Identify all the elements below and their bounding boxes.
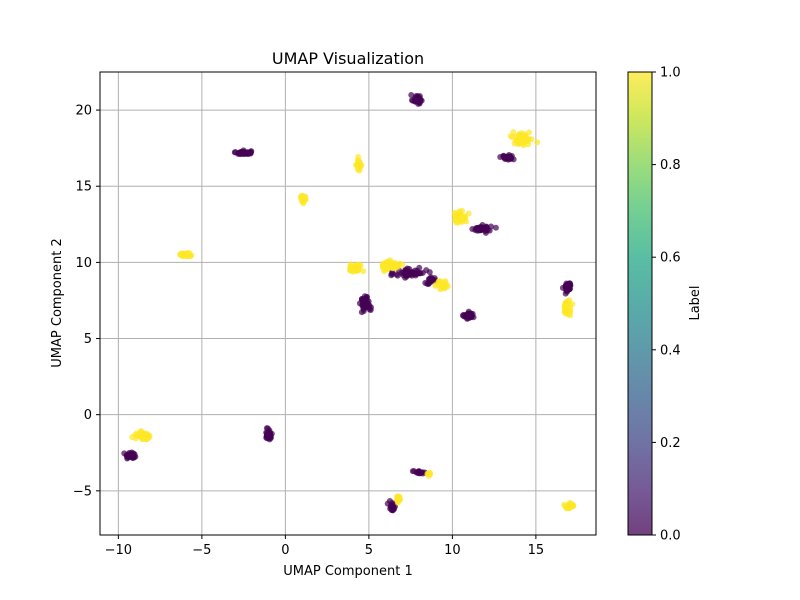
scatter-point bbox=[408, 91, 415, 98]
scatter-point bbox=[264, 433, 271, 440]
scatter-point bbox=[497, 154, 504, 161]
y-axis-label: UMAP Component 2 bbox=[50, 238, 65, 367]
scatter-point bbox=[123, 452, 130, 459]
colorbar-tick-label: 0.0 bbox=[660, 529, 681, 544]
scatter-point bbox=[387, 505, 394, 512]
scatter-point bbox=[368, 304, 375, 311]
colorbar-label: Label bbox=[688, 285, 703, 320]
colorbar-tick-label: 0.6 bbox=[660, 251, 681, 266]
scatter-point bbox=[365, 298, 372, 305]
scatter-point bbox=[473, 225, 480, 232]
scatter-point bbox=[396, 496, 403, 503]
scatter-point bbox=[237, 149, 244, 156]
scatter-point bbox=[403, 268, 410, 275]
scatter-point bbox=[467, 312, 474, 319]
y-tick-label: 10 bbox=[75, 256, 92, 271]
x-tick-label: 5 bbox=[365, 543, 373, 558]
x-axis-label: UMAP Component 1 bbox=[283, 564, 412, 579]
colorbar-tick-label: 0.2 bbox=[660, 436, 681, 451]
scatter-point bbox=[514, 138, 521, 145]
scatter-point bbox=[427, 470, 434, 477]
scatter-point bbox=[360, 308, 367, 315]
scatter-point bbox=[566, 301, 573, 308]
scatter-point bbox=[360, 268, 367, 275]
scatter-point bbox=[569, 502, 576, 509]
scatter-point bbox=[416, 470, 423, 477]
y-axis-ticks: −5 0 5 10 15 20 bbox=[73, 104, 100, 499]
scatter-point bbox=[412, 96, 419, 103]
scatter-point bbox=[425, 281, 432, 288]
colorbar-frame bbox=[627, 71, 653, 536]
scatter-point bbox=[478, 225, 485, 232]
scatter-point bbox=[451, 209, 458, 216]
scatter-point bbox=[521, 131, 528, 137]
scatter-point bbox=[534, 139, 541, 146]
scatter-point bbox=[515, 132, 522, 139]
scatter-point bbox=[353, 267, 360, 274]
scatter-point bbox=[492, 224, 499, 231]
scatter-point bbox=[460, 217, 467, 224]
x-tick-label: −10 bbox=[105, 543, 132, 558]
scatter-point bbox=[563, 283, 570, 290]
scatter-point bbox=[436, 278, 443, 285]
x-tick-label: 15 bbox=[528, 543, 545, 558]
chart-title: UMAP Visualization bbox=[272, 49, 424, 68]
scatter-points bbox=[121, 91, 577, 514]
scatter-point bbox=[394, 262, 401, 269]
grid-lines bbox=[100, 72, 596, 535]
scatter-point bbox=[459, 312, 466, 319]
x-axis-ticks: −10 −5 0 5 10 15 bbox=[105, 535, 545, 558]
plot-frame bbox=[99, 71, 597, 536]
scatter-point bbox=[131, 451, 138, 458]
scatter-point bbox=[483, 224, 490, 231]
scatter-point bbox=[176, 251, 183, 258]
scatter-point bbox=[355, 157, 362, 164]
colorbar-tick-label: 0.8 bbox=[660, 158, 681, 173]
scatter-point bbox=[432, 283, 439, 290]
y-tick-label: 15 bbox=[75, 180, 92, 195]
scatter-point bbox=[144, 431, 151, 438]
scatter-point bbox=[137, 432, 144, 439]
y-tick-label: 5 bbox=[84, 332, 92, 347]
colorbar-gradient bbox=[628, 72, 652, 535]
scatter-point bbox=[454, 214, 461, 221]
scatter-point bbox=[440, 282, 447, 289]
y-tick-label: 0 bbox=[84, 408, 92, 423]
scatter-point bbox=[524, 138, 531, 145]
y-tick-label: 20 bbox=[75, 104, 92, 119]
scatter-point bbox=[429, 277, 436, 284]
scatter-point bbox=[510, 129, 517, 136]
scatter-point bbox=[411, 270, 418, 277]
colorbar: 0.0 0.2 0.4 0.6 0.8 1.0 Label bbox=[627, 66, 703, 544]
scatter-point bbox=[356, 164, 363, 171]
scatter-point bbox=[300, 197, 307, 204]
scatter-point bbox=[482, 229, 489, 236]
plot-area bbox=[100, 72, 596, 535]
scatter-point bbox=[418, 97, 425, 104]
colorbar-ticks: 0.0 0.2 0.4 0.6 0.8 1.0 bbox=[652, 66, 681, 544]
colorbar-tick-label: 0.4 bbox=[660, 343, 681, 358]
x-tick-label: −5 bbox=[192, 543, 211, 558]
scatter-point bbox=[379, 264, 386, 271]
scatter-point bbox=[562, 503, 569, 510]
scatter-point bbox=[183, 250, 190, 257]
scatter-point bbox=[561, 308, 568, 315]
scatter-point bbox=[399, 261, 406, 268]
scatter-point bbox=[506, 155, 513, 162]
colorbar-tick-label: 1.0 bbox=[660, 66, 681, 81]
scatter-point bbox=[129, 434, 136, 441]
x-tick-label: 10 bbox=[444, 543, 461, 558]
x-tick-label: 0 bbox=[281, 543, 289, 558]
y-tick-label: −5 bbox=[73, 484, 92, 499]
